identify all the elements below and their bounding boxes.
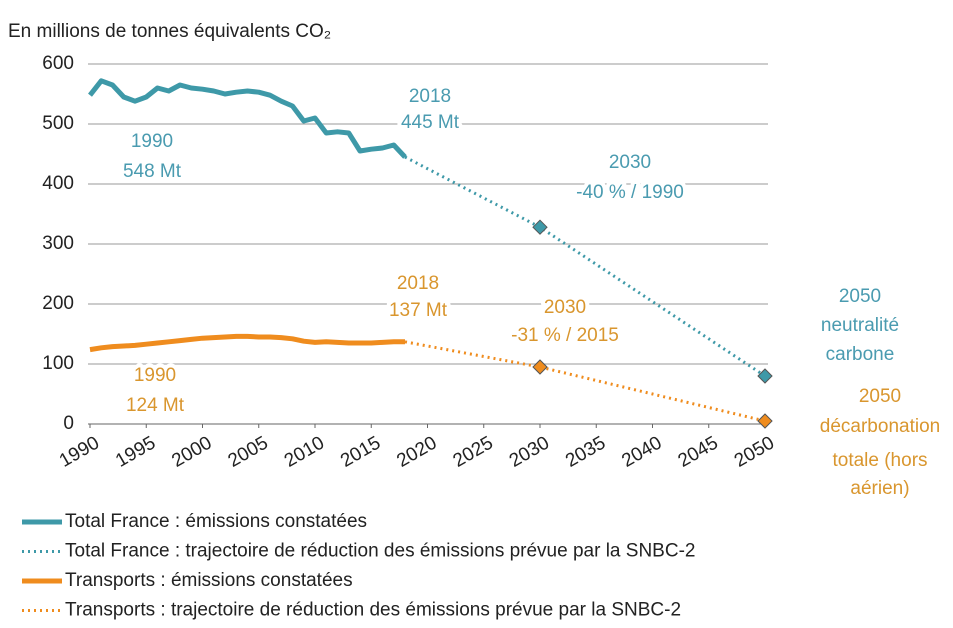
annotation: neutralité [821, 315, 899, 336]
marker [757, 413, 773, 429]
annotation: 548 Mt [123, 161, 182, 182]
x-tick-label: 2025 [450, 432, 497, 471]
x-tick-label: 2005 [225, 432, 272, 471]
x-tick-label: 2010 [281, 432, 328, 471]
x-tick-label: 1995 [112, 432, 159, 471]
x-tick-label: 2040 [618, 432, 665, 471]
annotation: 2030 [609, 152, 651, 173]
series-line [404, 155, 766, 378]
marker [532, 359, 548, 375]
annotation: 2050 [859, 386, 901, 407]
x-tick-label: 2045 [675, 432, 722, 471]
chart-title: En millions de tonnes équivalents CO₂ [8, 21, 331, 42]
y-tick-label: 400 [42, 173, 74, 194]
annotation: décarbonation [820, 416, 940, 437]
annotation: -40 % / 1990 [576, 182, 684, 203]
x-tick-label: 1990 [56, 432, 103, 471]
series-line [88, 78, 407, 159]
annotation: 2018 [397, 273, 439, 294]
series-line [404, 340, 766, 423]
x-tick-label: 2000 [168, 432, 215, 471]
annotation: aérien) [850, 478, 909, 499]
x-tick-label: 2030 [506, 432, 553, 471]
y-tick-label: 300 [42, 233, 74, 254]
annotation: 1990 [131, 131, 173, 152]
annotation: 445 Mt [401, 112, 460, 133]
legend-label: Transports : trajectoire de réduction de… [65, 600, 681, 621]
legend-label: Transports : émissions constatées [65, 570, 353, 591]
x-tick-label: 2050 [731, 432, 778, 471]
annotation: 124 Mt [126, 395, 185, 416]
legend-label: Total France : émissions constatées [65, 511, 367, 532]
marker [757, 368, 773, 384]
legend-label: Total France : trajectoire de réduction … [65, 541, 695, 562]
annotation: 137 Mt [389, 300, 448, 321]
annotation: carbone [826, 344, 895, 365]
x-tick-label: 2035 [562, 432, 609, 471]
x-tick-label: 2015 [337, 432, 384, 471]
y-tick-label: 100 [42, 353, 74, 374]
y-tick-label: 500 [42, 113, 74, 134]
annotation: 1990 [134, 365, 176, 386]
annotation: 2050 [839, 286, 881, 307]
y-tick-label: 200 [42, 293, 74, 314]
annotation: 2018 [409, 86, 451, 107]
y-tick-label: 600 [42, 53, 74, 74]
marker [532, 219, 548, 235]
annotation: totale (hors [832, 450, 927, 471]
series-line [89, 333, 405, 353]
annotation: -31 % / 2015 [511, 325, 619, 346]
y-tick-label: 0 [63, 413, 74, 434]
annotation: 2030 [544, 297, 586, 318]
x-tick-label: 2020 [393, 432, 440, 471]
